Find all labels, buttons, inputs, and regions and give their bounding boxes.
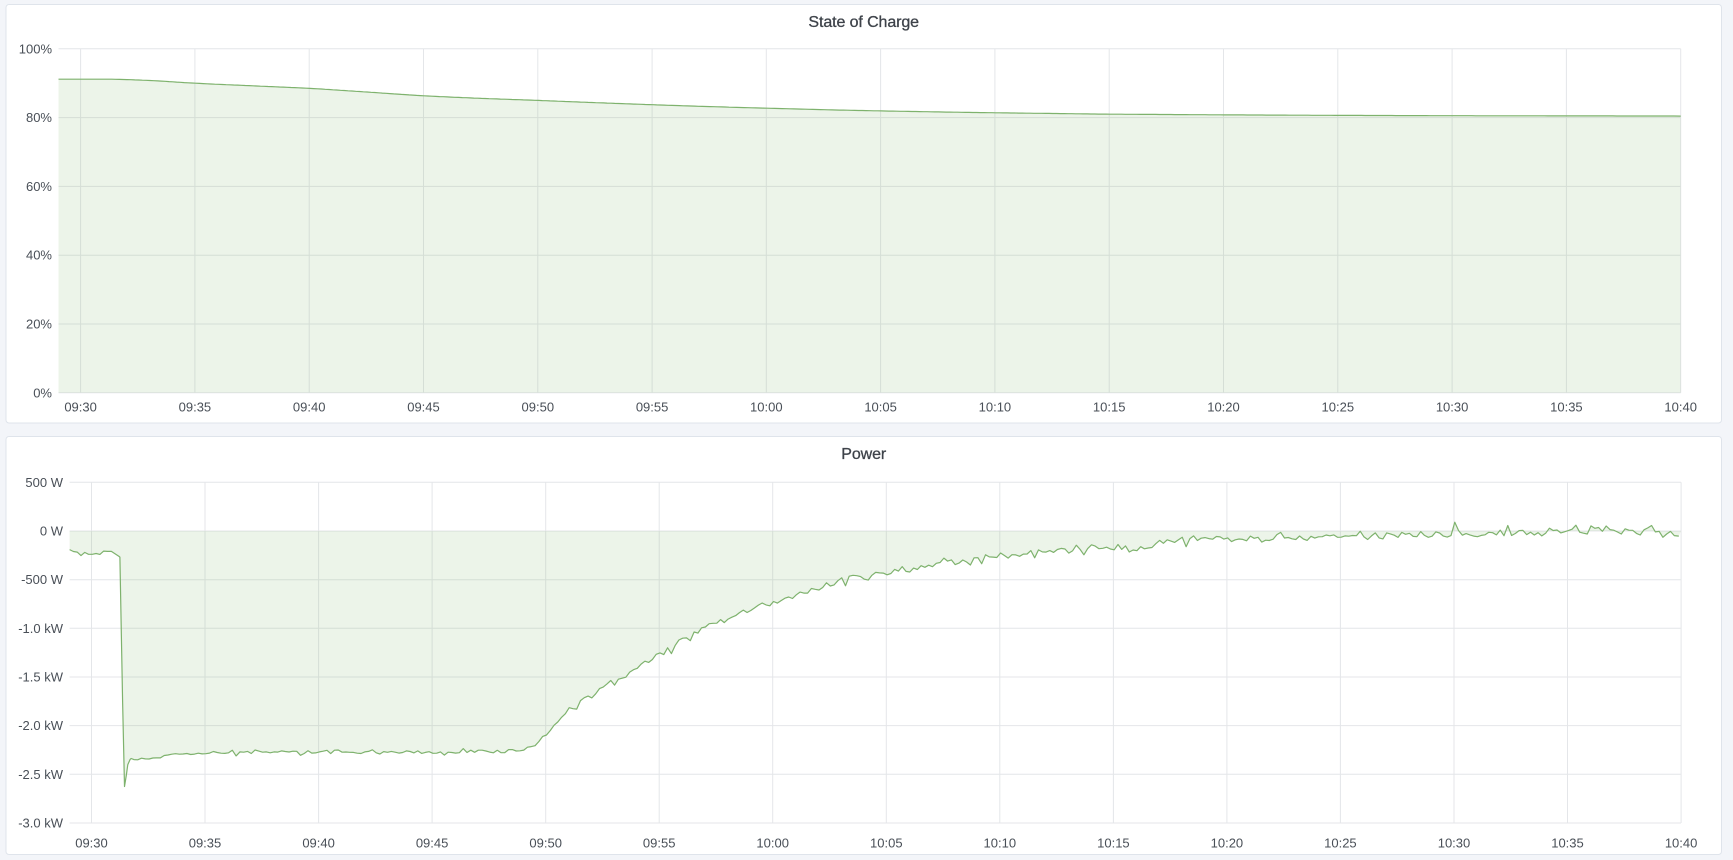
svg-text:10:05: 10:05 — [870, 836, 903, 851]
svg-text:09:30: 09:30 — [64, 400, 97, 415]
svg-text:09:40: 09:40 — [293, 400, 326, 415]
svg-text:10:20: 10:20 — [1211, 836, 1244, 851]
svg-text:0 W: 0 W — [40, 524, 64, 539]
svg-text:10:35: 10:35 — [1551, 836, 1584, 851]
svg-text:500 W: 500 W — [25, 475, 63, 490]
svg-text:10:30: 10:30 — [1438, 836, 1471, 851]
svg-text:10:10: 10:10 — [979, 400, 1012, 415]
svg-text:10:25: 10:25 — [1324, 836, 1357, 851]
svg-text:10:15: 10:15 — [1093, 400, 1126, 415]
svg-text:20%: 20% — [26, 317, 52, 332]
svg-text:10:05: 10:05 — [864, 400, 897, 415]
svg-text:-2.5 kW: -2.5 kW — [18, 767, 64, 782]
svg-text:09:50: 09:50 — [522, 400, 555, 415]
svg-text:40%: 40% — [26, 248, 52, 263]
svg-text:10:25: 10:25 — [1322, 400, 1355, 415]
svg-text:09:35: 09:35 — [189, 836, 222, 851]
svg-text:-1.5 kW: -1.5 kW — [18, 670, 64, 685]
svg-text:60%: 60% — [26, 179, 52, 194]
svg-text:10:00: 10:00 — [750, 400, 783, 415]
svg-text:-3.0 kW: -3.0 kW — [18, 816, 64, 831]
svg-text:State of Charge: State of Charge — [808, 14, 919, 31]
svg-text:09:55: 09:55 — [636, 400, 669, 415]
svg-text:10:40: 10:40 — [1664, 400, 1697, 415]
svg-text:09:45: 09:45 — [416, 836, 449, 851]
svg-text:10:40: 10:40 — [1665, 836, 1698, 851]
svg-text:10:35: 10:35 — [1550, 400, 1583, 415]
svg-text:09:55: 09:55 — [643, 836, 676, 851]
svg-text:09:50: 09:50 — [529, 836, 562, 851]
svg-text:10:10: 10:10 — [984, 836, 1017, 851]
svg-text:10:00: 10:00 — [756, 836, 789, 851]
svg-text:09:45: 09:45 — [407, 400, 440, 415]
svg-text:-500 W: -500 W — [21, 572, 64, 587]
svg-text:09:30: 09:30 — [75, 836, 108, 851]
svg-text:0%: 0% — [33, 385, 52, 400]
svg-text:-1.0 kW: -1.0 kW — [18, 621, 64, 636]
svg-text:10:20: 10:20 — [1207, 400, 1240, 415]
svg-text:09:40: 09:40 — [302, 836, 335, 851]
svg-text:100%: 100% — [19, 41, 53, 56]
svg-text:-2.0 kW: -2.0 kW — [18, 718, 64, 733]
svg-text:10:15: 10:15 — [1097, 836, 1130, 851]
svg-text:09:35: 09:35 — [179, 400, 212, 415]
svg-text:10:30: 10:30 — [1436, 400, 1469, 415]
svg-text:80%: 80% — [26, 110, 52, 125]
svg-text:Power: Power — [841, 446, 887, 463]
